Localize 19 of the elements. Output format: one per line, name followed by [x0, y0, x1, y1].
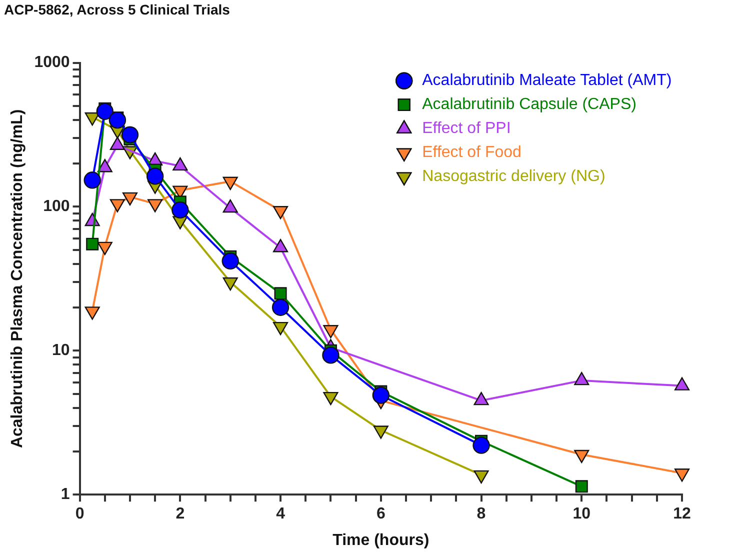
y-axis-title: Acalabrutinib Plasma Concentration (ng/mL): [9, 109, 26, 448]
chart-title: ACP-5862, Across 5 Clinical Trials: [4, 1, 230, 18]
x-tick-label: 12: [673, 506, 691, 523]
y-tick-label: 1: [60, 486, 70, 504]
legend-label: Acalabrutinib Maleate Tablet (AMT): [422, 72, 672, 90]
x-tick-label: 6: [376, 506, 386, 523]
y-tick-label: 10: [52, 342, 70, 360]
y-tick-label: 100: [43, 198, 70, 216]
x-tick-label: 2: [176, 506, 185, 523]
x-tick-label: 0: [75, 506, 84, 523]
x-axis-title: Time (hours): [332, 532, 430, 549]
legend-label: Effect of PPI: [422, 120, 511, 138]
legend-label: Nasogastric delivery (NG): [422, 168, 606, 186]
y-tick-label: 1000: [34, 54, 70, 72]
x-tick-label: 4: [276, 506, 286, 523]
x-tick-label: 8: [476, 506, 486, 523]
legend-label: Effect of Food: [422, 144, 522, 162]
legend-label: Acalabrutinib Capsule (CAPS): [422, 96, 636, 114]
x-tick-label: 10: [572, 506, 591, 523]
